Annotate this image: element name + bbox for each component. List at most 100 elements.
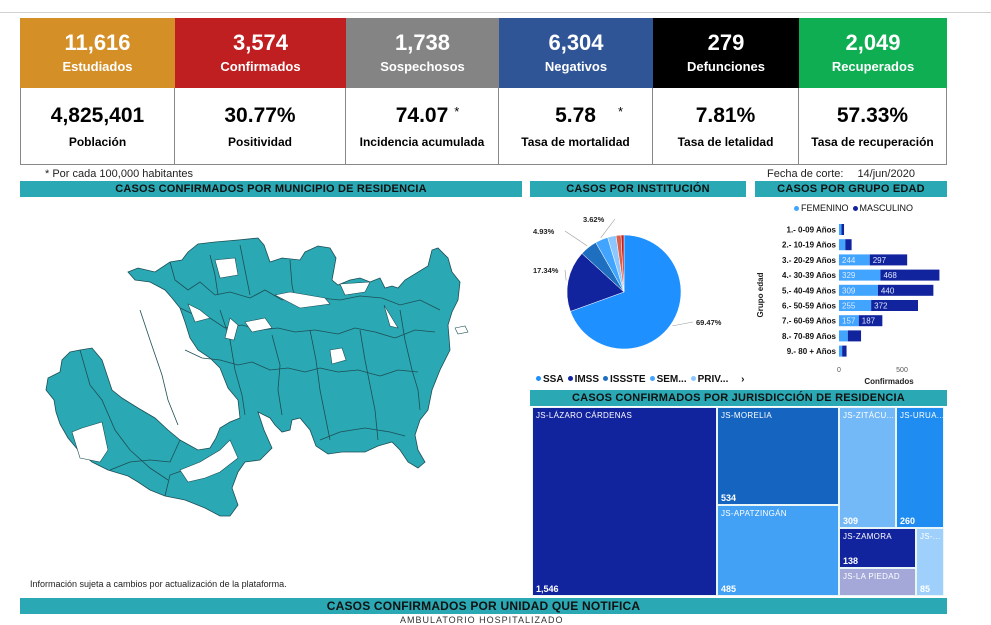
age-bar-masculino[interactable]: [845, 239, 852, 251]
kpi-number: 5.78: [555, 104, 596, 127]
age-bar-femenino[interactable]: [839, 269, 881, 281]
pie-leader-line: [672, 321, 694, 327]
municipio-map[interactable]: [20, 200, 520, 570]
kpi-label: Confirmados: [220, 59, 301, 74]
age-bar-masculino[interactable]: [842, 345, 847, 357]
kpi-value: 6,304: [548, 30, 604, 55]
kpi-estudiados: 11,616 Estudiados: [20, 18, 175, 88]
map-hole: [329, 347, 347, 365]
legend-next-icon[interactable]: ›: [738, 374, 745, 385]
map-boundary: [359, 329, 379, 441]
treemap-tile[interactable]: JS-... 85: [916, 528, 944, 596]
pie-slice-otro2[interactable]: [620, 234, 625, 293]
age-bar-femenino[interactable]: [839, 239, 846, 251]
x-tick-label: 0: [837, 367, 841, 374]
map-boundary: [209, 254, 219, 296]
kpi-recuperados: 2,049 Recuperados: [799, 18, 947, 88]
age-bar-masculino[interactable]: [877, 284, 934, 296]
kpi-number: 74.07: [395, 104, 449, 127]
tile-name: JS-LA PIEDAD: [843, 572, 900, 581]
legend-item[interactable]: ISSSTE: [599, 374, 646, 385]
age-bar-femenino[interactable]: [839, 315, 859, 327]
fecha-value: 14/jun/2020: [857, 168, 915, 180]
kpi-value: 3,574: [232, 30, 289, 55]
legend-label: SEM...: [656, 374, 687, 385]
age-category-label: 1.- 0-09 Años: [787, 226, 837, 235]
treemap-tile[interactable]: JS-URUA... 260: [896, 407, 944, 528]
map-hole: [224, 317, 239, 341]
legend-dot-icon: [567, 376, 573, 382]
kpi-label: Negativos: [544, 59, 608, 74]
age-bar-label: 187: [862, 317, 876, 326]
pie-data-label: 69.47%: [696, 318, 722, 327]
kpi-confirmados: 3,574 Confirmados: [175, 18, 346, 88]
tile-name: JS-ZAMORA: [843, 532, 892, 541]
legend-item[interactable]: MASCULINO: [849, 203, 913, 213]
age-bar-masculino[interactable]: [869, 254, 908, 266]
pie-svg: 69.47% 17.34% 4.93% 3.62%: [533, 215, 722, 350]
kpi-value: 11,616: [64, 30, 131, 55]
treemap-tile[interactable]: JS-APATZINGÁN 485: [717, 505, 839, 596]
map-hole: [454, 325, 469, 335]
kpi-negativos: 6,304 Negativos: [499, 18, 653, 88]
legend-item[interactable]: IMSS: [564, 374, 599, 385]
age-bar-femenino[interactable]: [839, 284, 878, 296]
edad-bar-chart: FEMENINO MASCULINO 1.- 0-09 Años 2.- 10-19…: [755, 200, 955, 390]
kpi-defunciones: 279 Defunciones: [653, 18, 799, 88]
treemap-tile[interactable]: JS-MORELIA 534: [717, 407, 839, 505]
map-boundary: [271, 334, 283, 416]
asterisk-mark: *: [454, 104, 460, 119]
kpi-grid: 11,616 Estudiados 3,574 Confirmados 1,738 S…: [20, 18, 947, 165]
age-bar-femenino[interactable]: [839, 330, 848, 342]
age-bar-label: 329: [842, 271, 856, 280]
legend-label: PRIV...: [697, 374, 729, 385]
tile-value: 485: [721, 584, 737, 594]
disclaimer: Información sujeta a cambios por actuali…: [30, 579, 287, 589]
treemap-tile[interactable]: JS-LÁZARO CÁRDENAS 1,546: [532, 407, 717, 596]
legend-item[interactable]: PRIV...: [687, 374, 729, 385]
map-boundary: [139, 309, 179, 426]
kpi-label: Tasa de letalidad: [677, 135, 774, 149]
legend-label: FEMENINO: [801, 203, 849, 213]
pie-leader-line: [564, 269, 567, 281]
michoacan-map-svg: [45, 237, 469, 517]
age-bar-femenino[interactable]: [839, 345, 843, 357]
age-bar-femenino[interactable]: [839, 254, 870, 266]
legend-item[interactable]: FEMENINO: [790, 203, 849, 213]
tile-name: JS-APATZINGÁN: [721, 509, 787, 518]
kpi-label: Sospechosos: [380, 59, 465, 74]
section-municipio: CASOS CONFIRMADOS POR MUNICIPIO DE RESID…: [20, 181, 522, 197]
map-boundary: [79, 349, 169, 481]
age-bar-femenino[interactable]: [839, 224, 842, 235]
age-bar-masculino[interactable]: [847, 330, 862, 342]
legend-dot-icon: [794, 205, 799, 211]
legend-item[interactable]: SSA: [532, 374, 564, 385]
legend-item[interactable]: SEM...: [646, 374, 687, 385]
age-bar-masculino[interactable]: [858, 315, 883, 327]
map-hole: [71, 421, 109, 463]
age-bar-femenino[interactable]: [839, 300, 872, 311]
kpi-value: 4,825,401: [51, 103, 144, 129]
jurisdiccion-treemap: JS-LÁZARO CÁRDENAS 1,546 JS-MORELIA 534 JS-A…: [532, 407, 944, 596]
kpi-number: 30.77%: [224, 104, 296, 127]
tile-value: 260: [900, 516, 916, 526]
kpi-incidencia: 74.07 * Incidencia acumulada: [346, 88, 499, 165]
treemap-tile[interactable]: JS-ZITÁCU... 309: [839, 407, 896, 528]
legend-label: IMSS: [574, 374, 600, 385]
age-bar-masculino[interactable]: [880, 269, 940, 281]
tile-name: JS-MORELIA: [721, 411, 773, 420]
kpi-value: 1,738: [394, 30, 451, 55]
age-category-label: 8.- 70-89 Años: [782, 332, 836, 341]
institucion-pie-chart: 69.47% 17.34% 4.93% 3.62% SSA IMSS ISSSTE SEM.…: [528, 200, 748, 390]
tile-name: JS-LÁZARO CÁRDENAS: [536, 411, 633, 420]
legend-dot-icon: [852, 205, 858, 211]
age-bar-masculino[interactable]: [871, 300, 919, 311]
map-hole: [214, 257, 239, 279]
treemap-tile[interactable]: JS-ZAMORA 138: [839, 528, 916, 568]
kpi-number: 4,825,401: [50, 104, 145, 127]
pie-slice-imss[interactable]: [566, 253, 625, 312]
kpi-poblacion: 4,825,401 Población: [20, 88, 175, 165]
treemap-tile[interactable]: JS-LA PIEDAD: [839, 568, 916, 596]
pie-slice-ssa[interactable]: [570, 234, 682, 350]
age-bar-masculino[interactable]: [841, 224, 845, 235]
